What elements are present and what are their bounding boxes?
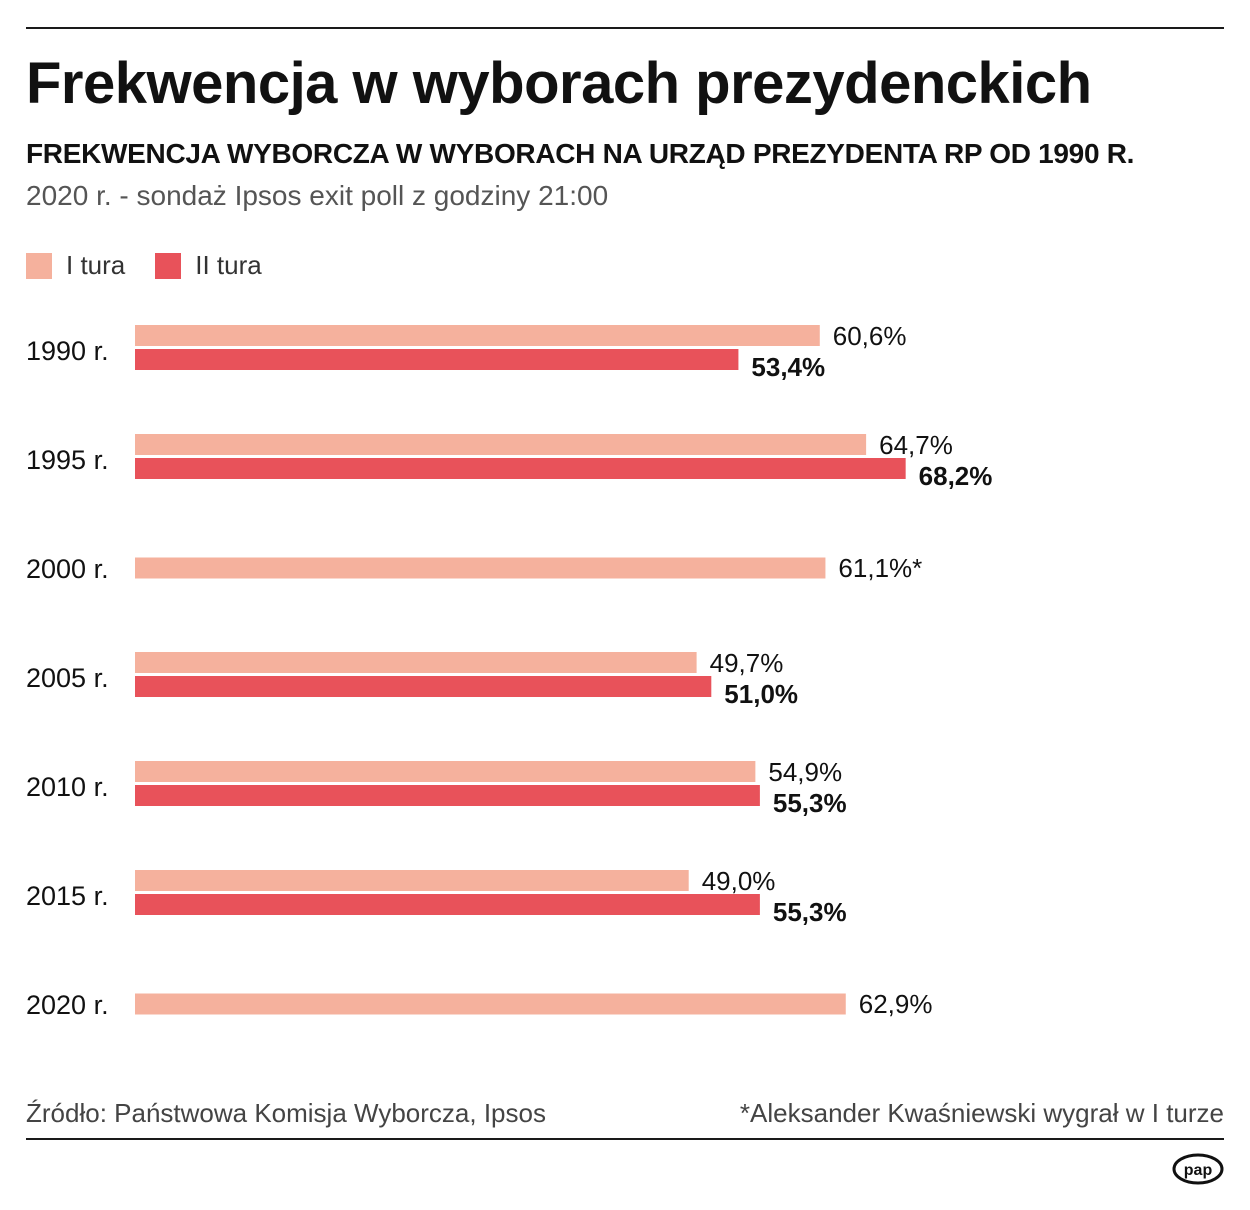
bar-round1 xyxy=(135,325,820,346)
category-label: 1995 r. xyxy=(26,445,109,475)
bar-round1 xyxy=(135,434,867,455)
category-label: 2020 r. xyxy=(26,990,109,1020)
bar-round1 xyxy=(135,761,756,782)
bar-round2 xyxy=(135,349,739,370)
bar-round2 xyxy=(135,458,906,479)
category-label: 1990 r. xyxy=(26,336,109,366)
bar-round2 xyxy=(135,894,760,915)
bar-round2 xyxy=(135,785,760,806)
value-label-round1: 60,6% xyxy=(833,321,907,351)
top-rule xyxy=(26,27,1224,29)
bar-round1 xyxy=(135,652,697,673)
category-label: 2010 r. xyxy=(26,772,109,802)
turnout-bar-chart: 1990 r. 60,6% 53,4% 1995 r. 64,7%68,2% 2000 r… xyxy=(26,321,993,1020)
category-label: 2005 r. xyxy=(26,663,109,693)
pap-logo: pap xyxy=(1172,1153,1224,1185)
value-label-round2: 53,4% xyxy=(751,352,825,382)
source-note: Źródło: Państwowa Komisja Wyborcza, Ipso… xyxy=(26,1098,546,1128)
bar-round1 xyxy=(135,993,846,1015)
category-label: 2015 r. xyxy=(26,881,109,911)
bar-round1 xyxy=(135,870,689,891)
chart-subtitle: FREKWENCJA WYBORCZA W WYBORACH NA URZĄD … xyxy=(26,138,1135,169)
bottom-rule xyxy=(26,1138,1224,1140)
bar-round2 xyxy=(135,676,712,697)
bar-round1 xyxy=(135,557,826,579)
value-label-round2: 51,0% xyxy=(724,679,798,709)
category-label: 2000 r. xyxy=(26,554,109,584)
value-label-round1: 49,0% xyxy=(702,866,776,896)
chart-note: 2020 r. - sondaż Ipsos exit poll z godzi… xyxy=(26,180,609,211)
legend-item-round2: II tura xyxy=(155,250,262,281)
value-label-round1: 64,7% xyxy=(879,430,953,460)
value-label-round2: 55,3% xyxy=(773,897,847,927)
legend-item-round1: I tura xyxy=(26,250,125,281)
value-label-round2: 68,2% xyxy=(919,461,993,491)
legend-label-round1: I tura xyxy=(66,250,126,280)
value-label-round1: 61,1%* xyxy=(838,553,922,583)
page-title: Frekwencja w wyborach prezydenckich xyxy=(26,51,1092,116)
value-label-round2: 55,3% xyxy=(773,788,847,818)
footnote: *Aleksander Kwaśniewski wygrał w I turze xyxy=(739,1098,1224,1128)
pap-logo-text: pap xyxy=(1184,1162,1213,1179)
value-label-round1: 54,9% xyxy=(768,757,842,787)
legend-swatch-round2 xyxy=(155,252,182,279)
value-label-round1: 62,9% xyxy=(859,989,933,1019)
legend-swatch-round1 xyxy=(26,252,52,279)
legend-label-round2: II tura xyxy=(195,250,262,280)
value-label-round1: 49,7% xyxy=(710,648,784,678)
legend: I tura II tura xyxy=(26,250,292,281)
